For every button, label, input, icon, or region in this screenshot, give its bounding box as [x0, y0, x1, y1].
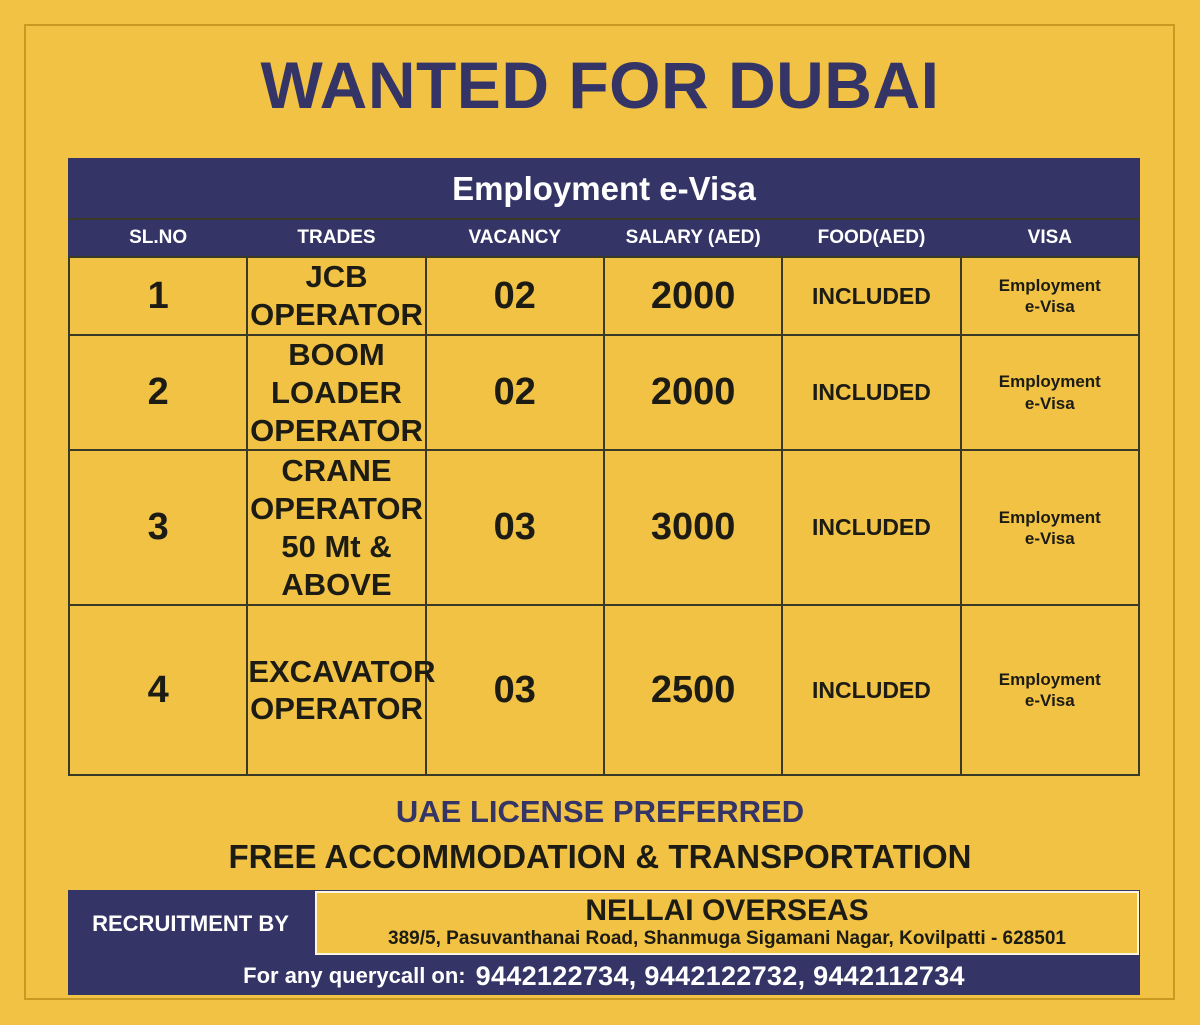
visa-line: e-Visa — [1024, 297, 1075, 316]
footer: RECRUITMENT BY NELLAI OVERSEAS 389/5, Pa… — [68, 890, 1140, 995]
agency-box: NELLAI OVERSEAS 389/5, Pasuvanthanai Roa… — [315, 891, 1139, 955]
visa-line: Employment — [998, 507, 1101, 527]
trade-line: BOOM LOADER — [271, 337, 402, 410]
cell-vacancy: 03 — [424, 604, 605, 777]
cell-trade: BOOM LOADER OPERATOR — [246, 333, 427, 452]
column-header-slno: SL.NO — [67, 218, 249, 258]
cell-food: INCLUDED — [781, 256, 962, 336]
cell-trade: EXCAVATOR OPERATOR — [246, 604, 436, 777]
phone-bar[interactable]: For any querycall on: 9442122734, 944212… — [68, 957, 1140, 995]
cell-slno: 2 — [67, 333, 249, 452]
cell-vacancy: 03 — [424, 449, 605, 607]
visa-line: Employment — [998, 372, 1101, 392]
cell-food: INCLUDED — [781, 333, 962, 452]
visa-line: e-Visa — [1024, 528, 1075, 548]
cell-salary: 2000 — [602, 256, 784, 336]
phone-numbers[interactable]: 9442122734, 9442122732, 9442112734 — [475, 960, 965, 991]
cell-visa: Employment e-Visa — [959, 449, 1141, 607]
cell-food: INCLUDED — [781, 604, 962, 777]
footer-agency-bar: RECRUITMENT BY NELLAI OVERSEAS 389/5, Pa… — [68, 890, 1140, 957]
cell-salary: 3000 — [602, 449, 784, 607]
visa-line: Employment — [998, 670, 1101, 690]
trade-line: JCB OPERATOR — [250, 259, 423, 332]
cell-vacancy: 02 — [424, 256, 605, 336]
table-row: 3 CRANE OPERATOR 50 Mt & ABOVE 03 3000 I… — [67, 449, 1141, 607]
visa-line: Employment — [998, 275, 1101, 295]
trade-line: OPERATOR — [250, 691, 423, 727]
slogan-license: UAE LICENSE PREFERRED — [395, 794, 805, 829]
table-row: 2 BOOM LOADER OPERATOR 02 2000 INCLUDED … — [67, 333, 1141, 452]
trade-line: OPERATOR — [250, 491, 423, 527]
column-header-salary: SALARY (AED) — [602, 218, 784, 258]
cell-trade: JCB OPERATOR — [246, 256, 427, 336]
page-title: WANTED FOR DUBAI — [260, 48, 940, 122]
trade-line: 50 Mt & ABOVE — [281, 528, 392, 602]
phone-label: For any querycall on: — [243, 963, 466, 988]
table-header-row: SL.NO TRADES VACANCY SALARY (AED) FOOD(A… — [67, 218, 1141, 258]
cell-food: INCLUDED — [781, 449, 962, 607]
cell-slno: 3 — [67, 449, 249, 607]
column-header-vacancy: VACANCY — [424, 218, 605, 258]
column-header-trades: TRADES — [246, 218, 427, 258]
cell-salary: 2500 — [602, 604, 784, 777]
jobs-table: Employment e-Visa SL.NO TRADES VACANCY S… — [67, 158, 1141, 777]
visa-line: e-Visa — [1024, 691, 1075, 711]
trade-line: CRANE — [281, 453, 392, 489]
cell-visa: Employment e-Visa — [959, 333, 1141, 452]
cell-slno: 4 — [67, 604, 249, 777]
recruitment-by-label: RECRUITMENT BY — [92, 910, 289, 936]
cell-salary: 2000 — [602, 333, 784, 452]
trade-line: OPERATOR — [250, 412, 423, 448]
visa-banner: Employment e-Visa — [68, 158, 1140, 220]
visa-line: e-Visa — [1024, 393, 1075, 413]
cell-visa: Employment e-Visa — [959, 256, 1141, 336]
cell-visa: Employment e-Visa — [959, 604, 1141, 777]
cell-slno: 1 — [67, 256, 249, 336]
cell-vacancy: 02 — [424, 333, 605, 452]
cell-trade: CRANE OPERATOR 50 Mt & ABOVE — [246, 449, 427, 607]
poster-border-frame — [24, 24, 1175, 1000]
table-row: 1 JCB OPERATOR 02 2000 INCLUDED Employme… — [67, 256, 1141, 336]
column-header-food: FOOD(AED) — [781, 218, 962, 258]
agency-name: NELLAI OVERSEAS — [585, 894, 869, 927]
agency-address: 389/5, Pasuvanthanai Road, Shanmuga Siga… — [388, 927, 1066, 949]
column-header-visa: VISA — [959, 218, 1141, 258]
slogan-benefits: FREE ACCOMMODATION & TRANSPORTATION — [228, 838, 972, 875]
visa-banner-row: Employment e-Visa — [68, 158, 1140, 220]
trade-line: EXCAVATOR — [248, 653, 436, 689]
table-row: 4 EXCAVATOR OPERATOR 03 2500 INCLUDED Em… — [67, 604, 1141, 777]
